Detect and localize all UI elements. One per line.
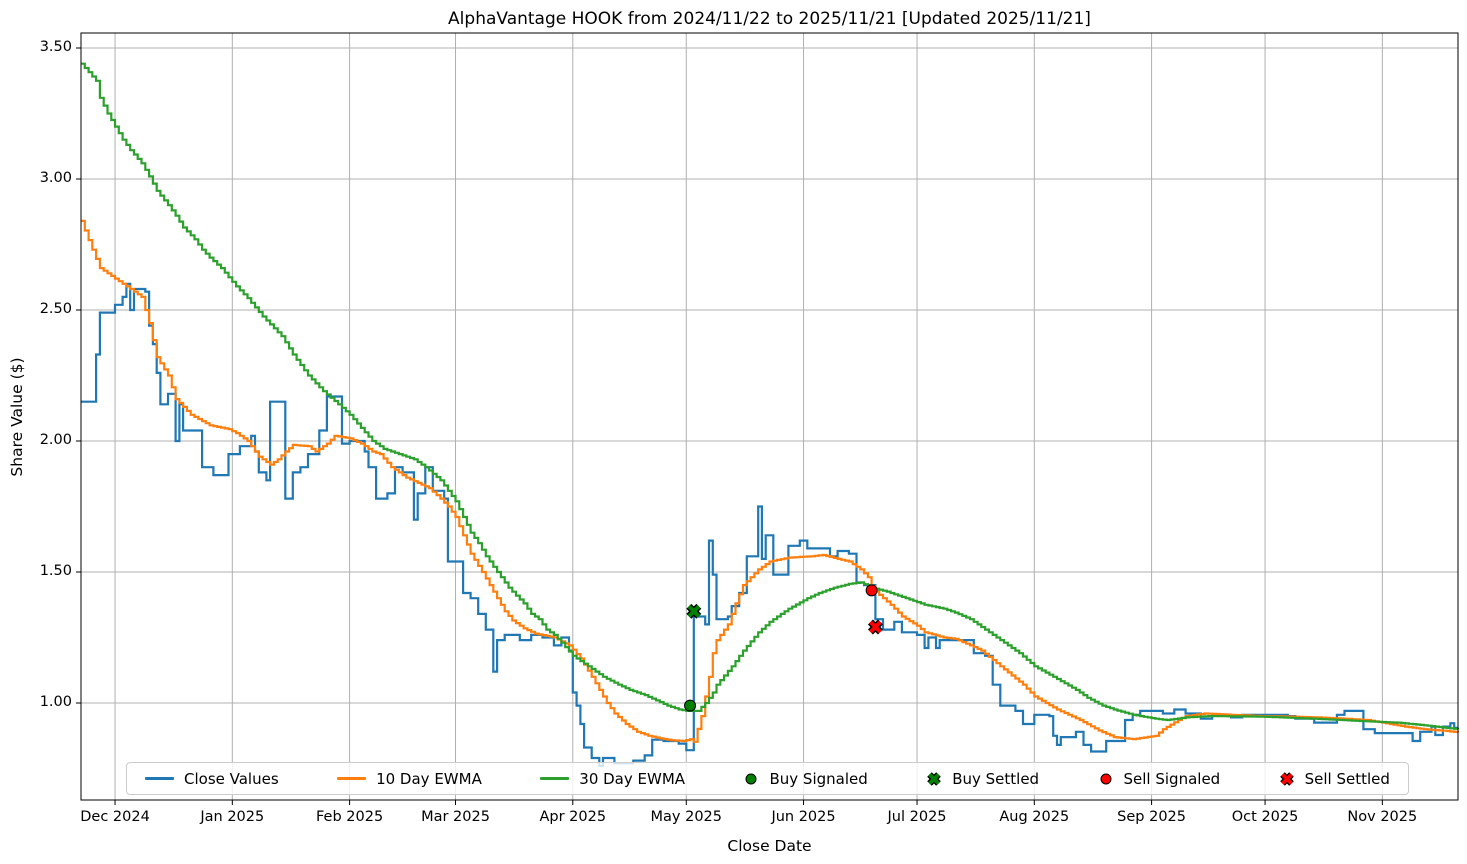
legend-label: Sell Settled xyxy=(1304,769,1390,788)
legend-x-marker-icon xyxy=(927,771,942,786)
legend-circle-marker-icon xyxy=(1100,773,1112,784)
legend-item-sell-settled: Sell Settled xyxy=(1279,770,1390,788)
legend-x-marker-icon xyxy=(1279,771,1294,786)
x-tick-label: Sep 2025 xyxy=(1117,809,1186,825)
x-tick-label: Jan 2025 xyxy=(200,809,265,825)
legend-line-sample-icon xyxy=(540,777,570,780)
x-tick-label: Jun 2025 xyxy=(771,809,836,825)
legend-item-close-values: Close Values xyxy=(145,770,279,788)
legend-label: Close Values xyxy=(184,769,279,788)
legend-label: 30 Day EWMA xyxy=(579,769,686,788)
legend-item-buy-settled: Buy Settled xyxy=(926,770,1039,788)
marker-buy-signaled xyxy=(684,699,697,712)
marker-sell-settled xyxy=(869,620,882,634)
legend-item-ewma-10: 10 Day EWMA xyxy=(337,770,482,788)
y-tick-label: 3.00 xyxy=(39,170,72,186)
x-tick-label: Jul 2025 xyxy=(887,809,947,825)
legend-line-sample-icon xyxy=(145,777,174,780)
legend-item-buy-signaled: Buy Signaled xyxy=(743,769,868,788)
legend-line-sample-icon xyxy=(337,777,367,780)
y-tick-label: 2.00 xyxy=(39,432,72,448)
y-axis-label: Share Value ($) xyxy=(8,357,26,477)
marker-sell-signaled xyxy=(865,584,878,597)
series-line-10-day-ewma xyxy=(81,219,1460,743)
y-tick-label: 2.50 xyxy=(39,301,72,317)
legend-item-ewma-30: 30 Day EWMA xyxy=(540,770,685,788)
legend-label: 10 Day EWMA xyxy=(376,769,482,788)
chart-title: AlphaVantage HOOK from 2024/11/22 to 202… xyxy=(448,9,1091,29)
series-line-30-day-ewma xyxy=(81,62,1460,730)
legend: Close Values 10 Day EWMA 30 Day EWMA Buy Si… xyxy=(126,762,1409,795)
axes-spines xyxy=(80,32,1459,801)
x-tick-label: Dec 2024 xyxy=(80,809,150,825)
y-tick-label: 1.00 xyxy=(39,694,72,710)
legend-label: Sell Signaled xyxy=(1123,769,1221,788)
y-tick-label: 3.50 xyxy=(39,39,72,55)
x-tick-label: Apr 2025 xyxy=(539,809,607,825)
legend-circle-marker-icon xyxy=(745,773,757,784)
x-tick-label: Nov 2025 xyxy=(1347,809,1418,825)
marker-buy-settled xyxy=(687,604,701,618)
x-tick-label: May 2025 xyxy=(650,809,723,825)
series-line-close-values xyxy=(81,282,1458,767)
legend-item-sell-signaled: Sell Signaled xyxy=(1098,769,1221,788)
y-tick-label: 1.50 xyxy=(39,563,72,579)
legend-label: Buy Signaled xyxy=(769,769,868,788)
x-tick-label: Aug 2025 xyxy=(999,809,1070,825)
legend-label: Buy Settled xyxy=(952,769,1040,788)
x-tick-label: Feb 2025 xyxy=(315,809,384,825)
x-axis-label: Close Date xyxy=(727,837,812,855)
x-tick-label: Mar 2025 xyxy=(421,809,490,825)
x-tick-label: Oct 2025 xyxy=(1231,809,1299,825)
